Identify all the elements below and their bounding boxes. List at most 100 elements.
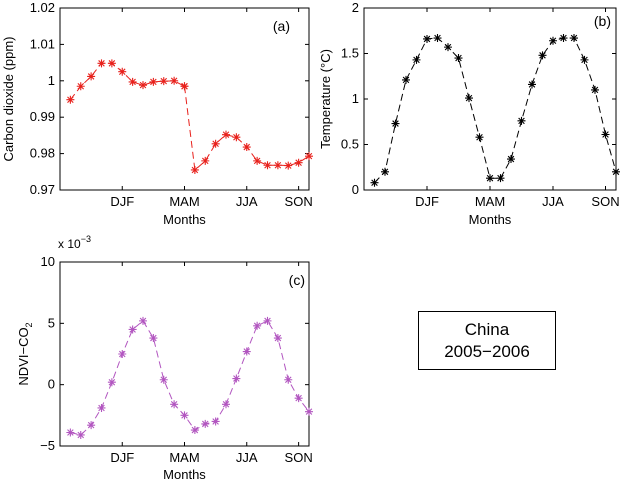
data-point [76,430,85,439]
x-axis-label: Months [163,467,206,482]
data-point [570,34,578,43]
data-point [222,400,230,409]
x-tick-label: DJF [110,194,134,209]
data-point [128,325,137,334]
y-tick-label: 1 [352,91,359,106]
data-point [128,77,137,86]
data-point [465,94,473,103]
data-point [294,158,303,167]
x-tick-label: JJA [236,194,258,209]
data-point [170,400,179,409]
data-point [263,316,272,325]
data-point [273,161,282,170]
data-point [201,419,210,428]
data-point [97,59,106,68]
axis-multiplier-exponent: −3 [81,234,91,244]
plot-area [59,7,310,191]
data-point [253,156,262,165]
data-point [201,156,210,165]
y-tick-label: −5 [40,438,55,453]
x-axis-label: Months [469,212,512,227]
data-point [180,82,189,91]
y-tick-label: 5 [48,315,55,330]
data-point [97,403,106,412]
y-tick-label: 0.98 [30,146,55,161]
x-axis-label: Months [163,212,206,227]
data-point [232,374,241,383]
data-point [538,51,547,60]
data-point [211,417,220,426]
data-point [591,85,599,94]
data-point [87,421,96,430]
data-point [601,130,610,139]
data-point [190,165,199,174]
data-point [580,55,589,64]
data-point [107,378,116,387]
data-point [139,81,147,90]
data-point [263,161,272,170]
data-point [370,178,379,187]
y-tick-label: 0.97 [30,182,55,197]
panel-label: (b) [594,13,611,29]
x-tick-label: SON [285,450,313,465]
panel-carbon-dioxide: (a) Months Carbon dioxide (ppm) 0.97 0.98… [1,0,313,227]
series-line [70,320,310,436]
data-point [76,82,85,91]
series-line [374,37,617,184]
data-point [284,161,293,170]
data-point [159,77,168,86]
y-axis-label: Carbon dioxide (ppm) [1,36,16,161]
data-point [507,155,515,164]
data-point [87,72,96,81]
series-line [184,86,310,171]
data-point [517,116,526,125]
panel-label: (c) [289,272,305,288]
data-point [180,411,189,420]
data-point [402,75,410,84]
data-point [118,350,127,358]
data-point [253,321,262,330]
y-tick-label: 10 [41,254,55,269]
data-point [559,34,568,43]
data-point [149,334,158,343]
data-point [118,67,127,76]
x-tick-label: JJA [236,450,258,465]
x-tick-label: MAM [169,194,199,209]
data-point [294,394,303,403]
x-tick-label: MAM [475,194,505,209]
y-axis-label: Temperature (°C) [318,49,333,149]
data-point [66,95,75,104]
data-point [454,54,463,63]
panel-label: (a) [273,18,290,34]
y-tick-label: 0 [352,182,359,197]
data-point [412,55,421,64]
data-point [475,133,484,142]
period-label: 2005−2006 [444,341,530,361]
region-period-box: China 2005−2006 [418,311,556,370]
data-point [242,143,251,152]
x-tick-label: DJF [415,194,439,209]
y-axis-label: NDVI−CO2 [16,322,34,385]
y-tick-label: 1.01 [30,36,55,51]
axis-multiplier: x 10−3 [58,234,91,251]
data-point [66,428,75,437]
data-point [612,167,620,176]
data-point [107,59,116,68]
y-tick-label: 1.5 [341,46,359,61]
panel-temperature: (b) Months Temperature (°C) 0 0.5 1 1.5 2 DJF… [318,0,620,227]
data-point [549,36,557,45]
x-tick-label: SON [591,194,619,209]
y-tick-label: 1.02 [30,0,55,15]
data-point [190,426,199,435]
data-point [444,43,452,52]
data-point [232,133,241,142]
y-axis-label-main: NDVI−CO [16,327,31,385]
y-tick-label: 1 [48,73,55,88]
data-point [496,174,505,183]
data-point [211,139,220,148]
data-point [486,174,494,183]
x-tick-label: DJF [110,450,134,465]
y-tick-label: 2 [352,0,359,15]
data-point [433,34,442,43]
